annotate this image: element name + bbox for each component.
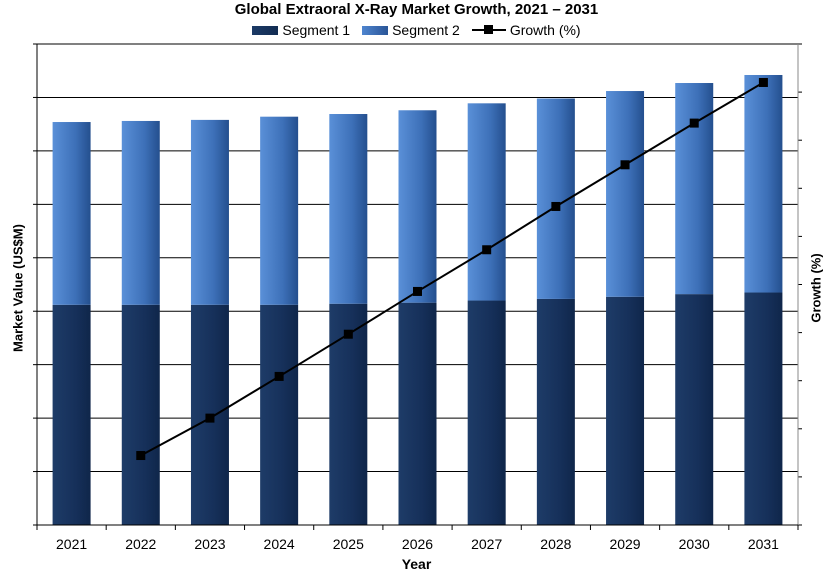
x-tick-label-2026: 2026 — [402, 536, 433, 552]
bar-segment-1-2022 — [121, 304, 160, 525]
bar-segment-1-2031 — [744, 292, 783, 525]
bar-segment-2-2029 — [606, 91, 645, 297]
growth-point-2031 — [758, 77, 768, 87]
bar-segment-2-2023 — [190, 119, 229, 305]
growth-point-2022 — [136, 451, 146, 461]
bar-segment-2-2031 — [744, 74, 783, 293]
x-tick-label-2024: 2024 — [264, 536, 295, 552]
growth-point-2025 — [343, 329, 353, 339]
bar-segment-1-2028 — [536, 298, 575, 525]
growth-line — [136, 77, 768, 461]
bar-segment-1-2026 — [398, 302, 437, 525]
bar-segment-2-2021 — [52, 122, 91, 305]
growth-point-2028 — [551, 201, 561, 211]
x-tick-label-2025: 2025 — [333, 536, 364, 552]
legend-item-segment-1: Segment 1 — [252, 22, 350, 38]
bars — [52, 74, 783, 525]
bar-segment-2-2022 — [121, 120, 160, 305]
bar-segment-2-2024 — [260, 116, 299, 305]
legend-item-growth: Growth (%) — [471, 22, 581, 38]
growth-point-2024 — [274, 371, 284, 381]
bar-segment-2-2030 — [675, 83, 714, 295]
axes — [33, 43, 802, 530]
bar-segment-1-2030 — [675, 294, 714, 525]
chart-title: Global Extraoral X-Ray Market Growth, 20… — [234, 1, 599, 18]
bar-segment-1-2027 — [467, 300, 506, 525]
x-tick-label-2021: 2021 — [56, 536, 87, 552]
bar-segment-2-2026 — [398, 110, 437, 303]
growth-point-2029 — [620, 160, 630, 170]
x-tick-label-2022: 2022 — [125, 536, 156, 552]
bar-segment-2-2025 — [329, 114, 368, 304]
legend-swatch-segment-1 — [252, 25, 279, 35]
x-tick-label-2028: 2028 — [540, 536, 571, 552]
x-axis-label: Year — [401, 556, 432, 572]
bar-segment-1-2025 — [329, 303, 368, 525]
x-tick-label-2031: 2031 — [748, 536, 779, 552]
growth-point-2026 — [413, 286, 422, 296]
bar-segment-1-2029 — [606, 296, 645, 525]
legend-item-segment-2: Segment 2 — [362, 22, 460, 38]
legend-label-segment-1: Segment 1 — [282, 22, 351, 38]
growth-point-2027 — [482, 245, 492, 255]
x-tick-label-2027: 2027 — [471, 536, 502, 552]
x-tick-label-2029: 2029 — [609, 536, 640, 552]
x-tick-label-2030: 2030 — [679, 536, 710, 552]
legend-swatch-segment-2 — [362, 25, 389, 35]
legend-label-segment-2: Segment 2 — [392, 22, 460, 38]
legend-swatch-growth — [471, 25, 506, 35]
growth-point-2023 — [205, 413, 215, 423]
bar-segment-1-2021 — [52, 304, 91, 525]
legend: Segment 1 Segment 2 Growth (%) — [0, 22, 833, 38]
y-axis-label: Market Value (US$M) — [10, 224, 26, 352]
growth-point-2030 — [689, 118, 699, 128]
x-tick-labels: 2021 2022 2023 2024 2025 2026 2027 2028 2029 2030… — [56, 536, 779, 552]
x-tick-label-2023: 2023 — [194, 536, 225, 552]
legend-label-growth: Growth (%) — [509, 22, 581, 38]
growth-polyline — [140, 81, 764, 457]
y2-axis-label: Growth (%) — [808, 253, 824, 323]
bar-segment-2-2027 — [467, 103, 506, 301]
bar-segment-1-2024 — [260, 304, 299, 525]
